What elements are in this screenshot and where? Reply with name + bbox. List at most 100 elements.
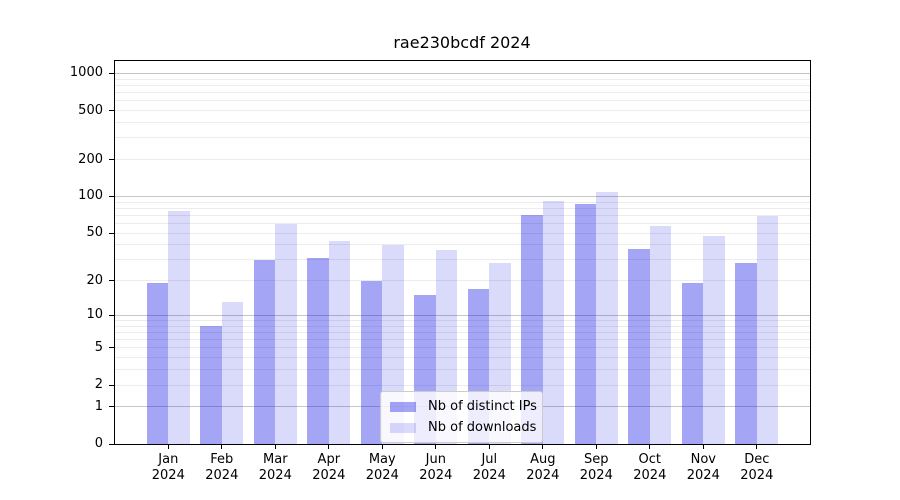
- x-axis-label-jan: Jan 2024: [151, 452, 185, 483]
- gridline-minor: [115, 384, 810, 386]
- x-axis-label-sep: Sep 2024: [579, 452, 613, 483]
- bar-nb-of-distinct-ips-may: [360, 280, 383, 444]
- x-axis-label-jun: Jun 2024: [419, 452, 453, 483]
- gridline-minor: [115, 259, 810, 261]
- y-axis-tick-label-200: 200: [78, 151, 103, 167]
- gridline-minor: [115, 369, 810, 371]
- bar-nb-of-distinct-ips-dec: [735, 263, 757, 444]
- x-axis-tick-oct: [649, 445, 651, 449]
- y-axis-tick-label-2: 2: [94, 377, 103, 393]
- bar-nb-of-downloads-aug: [542, 200, 565, 444]
- x-axis-tick-sep: [595, 445, 597, 449]
- x-axis-tick-dec: [756, 445, 758, 449]
- y-axis-tick-label-500: 500: [78, 102, 103, 118]
- y-axis-tick-label-10: 10: [86, 307, 103, 323]
- gridline-minor: [115, 320, 810, 321]
- y-axis-tick-label-1000: 1000: [69, 65, 103, 81]
- gridline-minor: [115, 244, 810, 246]
- y-axis-tick-500: [109, 110, 115, 112]
- gridline-minor: [115, 159, 810, 161]
- y-axis-tick-0: [109, 443, 115, 445]
- x-axis-tick-may: [381, 445, 383, 449]
- x-axis-tick-jul: [488, 445, 490, 449]
- gridline-minor: [115, 357, 810, 359]
- y-axis-tick-100: [109, 195, 115, 197]
- y-axis-tick-label-20: 20: [86, 272, 103, 288]
- y-axis-tick-label-100: 100: [78, 188, 103, 204]
- bar-nb-of-distinct-ips-oct: [628, 248, 650, 444]
- legend-row-downloads: Nb of downloads: [390, 419, 537, 436]
- y-axis-tick-label-1: 1: [94, 398, 103, 414]
- legend-label-distinct-ips: Nb of distinct IPs: [428, 399, 537, 414]
- gridline-minor: [115, 331, 810, 333]
- gridline-minor: [115, 207, 810, 209]
- x-axis-label-oct: Oct 2024: [633, 452, 667, 483]
- gridline-minor: [115, 84, 810, 86]
- legend-swatch-downloads: [390, 422, 416, 433]
- legend: Nb of distinct IPs Nb of downloads: [380, 391, 543, 443]
- y-axis-tick-label-5: 5: [94, 339, 103, 355]
- bar-nb-of-distinct-ips-sep: [574, 203, 597, 444]
- x-axis-tick-jan: [167, 445, 169, 449]
- gridline-minor: [115, 280, 810, 282]
- gridline-minor: [115, 78, 810, 80]
- x-axis-label-may: May 2024: [365, 452, 399, 483]
- gridline-minor: [115, 214, 810, 216]
- y-axis-tick-1: [109, 406, 115, 408]
- x-axis-tick-nov: [702, 445, 704, 449]
- x-axis-label-nov: Nov 2024: [686, 452, 720, 483]
- legend-row-distinct-ips: Nb of distinct IPs: [390, 398, 537, 415]
- bar-nb-of-distinct-ips-nov: [681, 283, 704, 444]
- y-axis-tick-50: [109, 232, 115, 234]
- gridline-minor: [115, 110, 810, 112]
- gridline-major: [115, 195, 810, 197]
- x-axis-tick-jun: [435, 445, 437, 449]
- gridline-minor: [115, 339, 810, 341]
- y-axis-tick-20: [109, 280, 115, 282]
- x-axis-tick-feb: [221, 445, 223, 449]
- plot-area: Jan 2024 Feb 2024 Mar 2024 Apr 2024 May 2024…: [70, 60, 811, 483]
- legend-swatch-distinct-ips: [390, 401, 416, 412]
- bar-nb-of-downloads-jan: [168, 211, 190, 444]
- gridline-major: [115, 72, 810, 74]
- legend-label-downloads: Nb of downloads: [428, 420, 537, 435]
- gridline-minor: [115, 137, 810, 139]
- gridline-minor: [115, 325, 810, 327]
- bar-nb-of-downloads-dec: [756, 216, 779, 444]
- gridline-major: [115, 314, 810, 316]
- x-axis-label-mar: Mar 2024: [258, 452, 292, 483]
- bar-nb-of-downloads-feb: [221, 302, 244, 444]
- gridline-minor: [115, 347, 810, 349]
- gridline-minor: [115, 92, 810, 94]
- chart-title: rae230bcdf 2024: [393, 33, 531, 52]
- x-axis-label-apr: Apr 2024: [312, 452, 346, 483]
- x-axis-tick-aug: [542, 445, 544, 449]
- bar-nb-of-distinct-ips-aug: [521, 215, 543, 444]
- x-axis-label-feb: Feb 2024: [205, 452, 239, 483]
- bar-nb-of-distinct-ips-mar: [253, 259, 276, 444]
- bar-nb-of-downloads-mar: [275, 223, 297, 444]
- y-axis-tick-200: [109, 159, 115, 161]
- gridline-minor: [115, 201, 810, 203]
- y-axis-tick-10: [109, 314, 115, 316]
- gridline-minor: [115, 122, 810, 123]
- bar-nb-of-distinct-ips-apr: [307, 258, 329, 444]
- x-axis-tick-apr: [328, 445, 330, 449]
- bar-nb-of-downloads-apr: [328, 241, 351, 444]
- bar-nb-of-downloads-oct: [649, 226, 672, 444]
- y-axis-tick-label-0: 0: [94, 436, 103, 451]
- y-axis-tick-2: [109, 384, 115, 386]
- gridline-minor: [115, 232, 810, 234]
- x-axis-tick-mar: [274, 445, 276, 449]
- gridline-minor: [115, 223, 810, 224]
- bar-nb-of-downloads-nov: [703, 236, 725, 444]
- gridline-minor: [115, 100, 810, 102]
- bar-nb-of-distinct-ips-jan: [146, 283, 169, 444]
- x-axis-label-aug: Aug 2024: [526, 452, 560, 483]
- y-axis-tick-5: [109, 347, 115, 349]
- x-axis-label-dec: Dec 2024: [740, 452, 774, 483]
- bar-nb-of-downloads-sep: [596, 192, 618, 444]
- bar-nb-of-distinct-ips-feb: [200, 326, 222, 444]
- y-axis-tick-1000: [109, 72, 115, 74]
